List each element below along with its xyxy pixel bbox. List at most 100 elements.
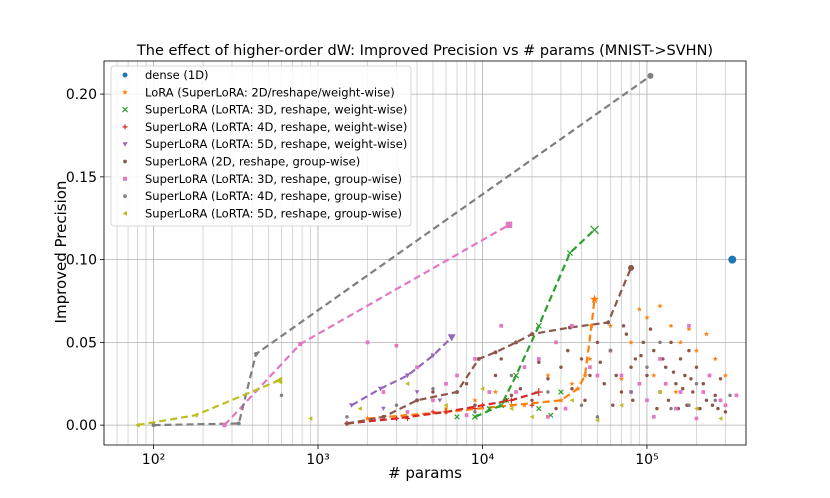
best-frontier-line — [346, 267, 633, 425]
data-point — [651, 415, 656, 419]
best-point — [574, 385, 581, 392]
best-point — [647, 72, 654, 79]
data-point — [619, 373, 624, 378]
data-point — [595, 417, 600, 423]
data-point — [694, 416, 699, 421]
best-point — [471, 413, 478, 420]
legend-marker — [123, 176, 127, 181]
data-point — [437, 398, 443, 403]
data-point — [693, 347, 700, 353]
data-point — [595, 340, 600, 345]
best-point — [588, 322, 595, 329]
data-point — [558, 389, 564, 395]
data-point — [443, 405, 449, 411]
best-point — [534, 388, 543, 397]
data-point — [504, 398, 509, 403]
data-point — [639, 353, 643, 358]
data-point — [554, 340, 558, 345]
legend-label: SuperLoRA (LoRTA: 3D, reshape, group-wis… — [145, 172, 402, 186]
data-point — [718, 377, 723, 381]
data-point — [663, 381, 668, 386]
data-point — [628, 339, 634, 345]
best-point — [377, 386, 384, 392]
data-point — [473, 357, 477, 361]
y-ticks: 0.00 0.05 0.10 0.15 0.20 — [66, 87, 104, 434]
data-point — [673, 389, 679, 395]
data-point — [644, 314, 650, 320]
best-point — [535, 322, 542, 329]
data-point — [718, 416, 723, 421]
legend-label: SuperLoRA (LoRTA: 3D, reshape, weight-wi… — [145, 103, 407, 117]
data-point — [728, 393, 732, 398]
data-point — [569, 398, 574, 403]
chart-title: The effect of higher-order dW: Improved … — [136, 43, 713, 59]
data-point — [678, 357, 683, 361]
data-point — [681, 386, 685, 391]
legend-marker — [123, 159, 127, 164]
best-point — [236, 421, 241, 426]
data-point — [570, 386, 574, 391]
data-point — [687, 323, 691, 328]
data-point — [629, 365, 633, 369]
data-point — [645, 373, 649, 378]
data-point — [455, 373, 459, 378]
legend-label: SuperLoRA (LoRTA: 4D, reshape, group-wis… — [145, 189, 402, 203]
data-point — [677, 339, 684, 345]
data-point — [658, 340, 662, 345]
best-point — [345, 421, 349, 426]
data-point — [454, 414, 460, 420]
best-point — [530, 332, 534, 337]
data-point — [691, 390, 695, 394]
y-tick-label: 0.05 — [66, 335, 97, 351]
data-point — [529, 414, 534, 420]
x-tick-label: 10⁴ — [471, 452, 495, 468]
best-point — [493, 350, 498, 355]
data-point — [619, 402, 624, 408]
best-point — [455, 390, 459, 394]
best-point — [514, 340, 519, 345]
data-point — [645, 365, 649, 369]
data-point — [619, 390, 624, 394]
data-point — [381, 390, 386, 394]
data-point — [598, 360, 602, 364]
legend: dense (1D) LoRA (SuperLoRA: 2D/reshape/we… — [110, 65, 412, 227]
data-point — [365, 340, 370, 345]
best-point — [508, 402, 515, 408]
data-point — [657, 303, 663, 309]
data-point — [518, 386, 523, 391]
legend-label: SuperLoRA (LoRTA: 4D, reshape, weight-wi… — [145, 120, 407, 134]
legend-label: LoRA (SuperLoRA: 2D/reshape/weight-wise) — [145, 85, 395, 99]
data-point — [648, 327, 653, 331]
data-point — [563, 406, 568, 411]
best-frontier-line — [351, 336, 453, 407]
data-point — [671, 370, 676, 374]
legend-label: SuperLoRA (LoRTA: 5D, reshape, group-wis… — [145, 206, 402, 220]
data-points — [134, 72, 739, 428]
best-point — [254, 352, 258, 356]
data-point — [509, 373, 514, 378]
data-point — [710, 403, 715, 408]
best-point — [582, 372, 588, 379]
y-axis-label: Improved Precision — [52, 181, 70, 324]
data-point — [701, 390, 706, 394]
data-point — [689, 377, 693, 381]
data-point — [566, 348, 570, 353]
best-point — [222, 423, 227, 428]
best-point — [134, 422, 140, 428]
data-point — [723, 410, 728, 414]
data-point — [621, 324, 626, 328]
data-point — [499, 357, 503, 361]
x-tick-label: 10⁵ — [635, 452, 658, 468]
best-frontier-line — [346, 390, 540, 425]
data-point — [722, 372, 729, 378]
x-ticks: 10² 10³ 10⁴ 10⁵ — [142, 445, 659, 468]
best-point — [513, 372, 520, 379]
best-point — [590, 225, 599, 235]
data-point — [536, 357, 541, 361]
data-point — [698, 406, 702, 411]
data-point — [415, 365, 419, 370]
best-point — [430, 353, 436, 359]
data-point — [694, 382, 699, 386]
best-point — [558, 397, 564, 403]
data-point — [678, 390, 683, 394]
